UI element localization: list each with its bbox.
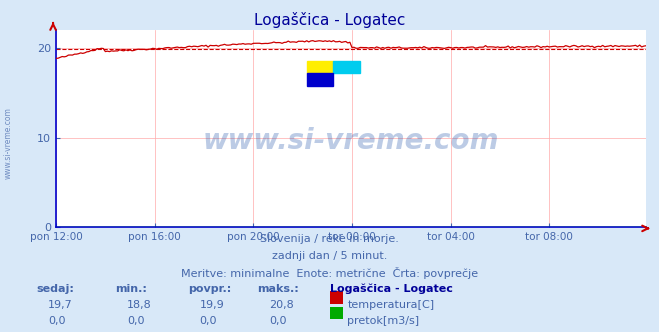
Text: temperatura[C]: temperatura[C] bbox=[347, 300, 434, 310]
Text: www.si-vreme.com: www.si-vreme.com bbox=[3, 107, 13, 179]
Bar bbox=[333, 61, 360, 73]
Text: 19,9: 19,9 bbox=[200, 300, 225, 310]
Text: 19,7: 19,7 bbox=[48, 300, 73, 310]
Text: min.:: min.: bbox=[115, 284, 147, 294]
Text: maks.:: maks.: bbox=[257, 284, 299, 294]
Text: sedaj:: sedaj: bbox=[36, 284, 74, 294]
Text: pretok[m3/s]: pretok[m3/s] bbox=[347, 316, 419, 326]
Text: 20,8: 20,8 bbox=[269, 300, 294, 310]
Text: www.si-vreme.com: www.si-vreme.com bbox=[203, 126, 499, 154]
Text: 18,8: 18,8 bbox=[127, 300, 152, 310]
Text: Logaščica - Logatec: Logaščica - Logatec bbox=[254, 12, 405, 28]
Bar bbox=[306, 73, 333, 86]
Text: 0,0: 0,0 bbox=[269, 316, 287, 326]
Text: 0,0: 0,0 bbox=[127, 316, 145, 326]
Bar bbox=[306, 61, 333, 73]
Text: Slovenija / reke in morje.: Slovenija / reke in morje. bbox=[260, 234, 399, 244]
Text: povpr.:: povpr.: bbox=[188, 284, 231, 294]
Text: Logaščica - Logatec: Logaščica - Logatec bbox=[330, 284, 452, 294]
Text: zadnji dan / 5 minut.: zadnji dan / 5 minut. bbox=[272, 251, 387, 261]
Text: 0,0: 0,0 bbox=[200, 316, 217, 326]
Text: 0,0: 0,0 bbox=[48, 316, 66, 326]
Text: Meritve: minimalne  Enote: metrične  Črta: povprečje: Meritve: minimalne Enote: metrične Črta:… bbox=[181, 267, 478, 279]
